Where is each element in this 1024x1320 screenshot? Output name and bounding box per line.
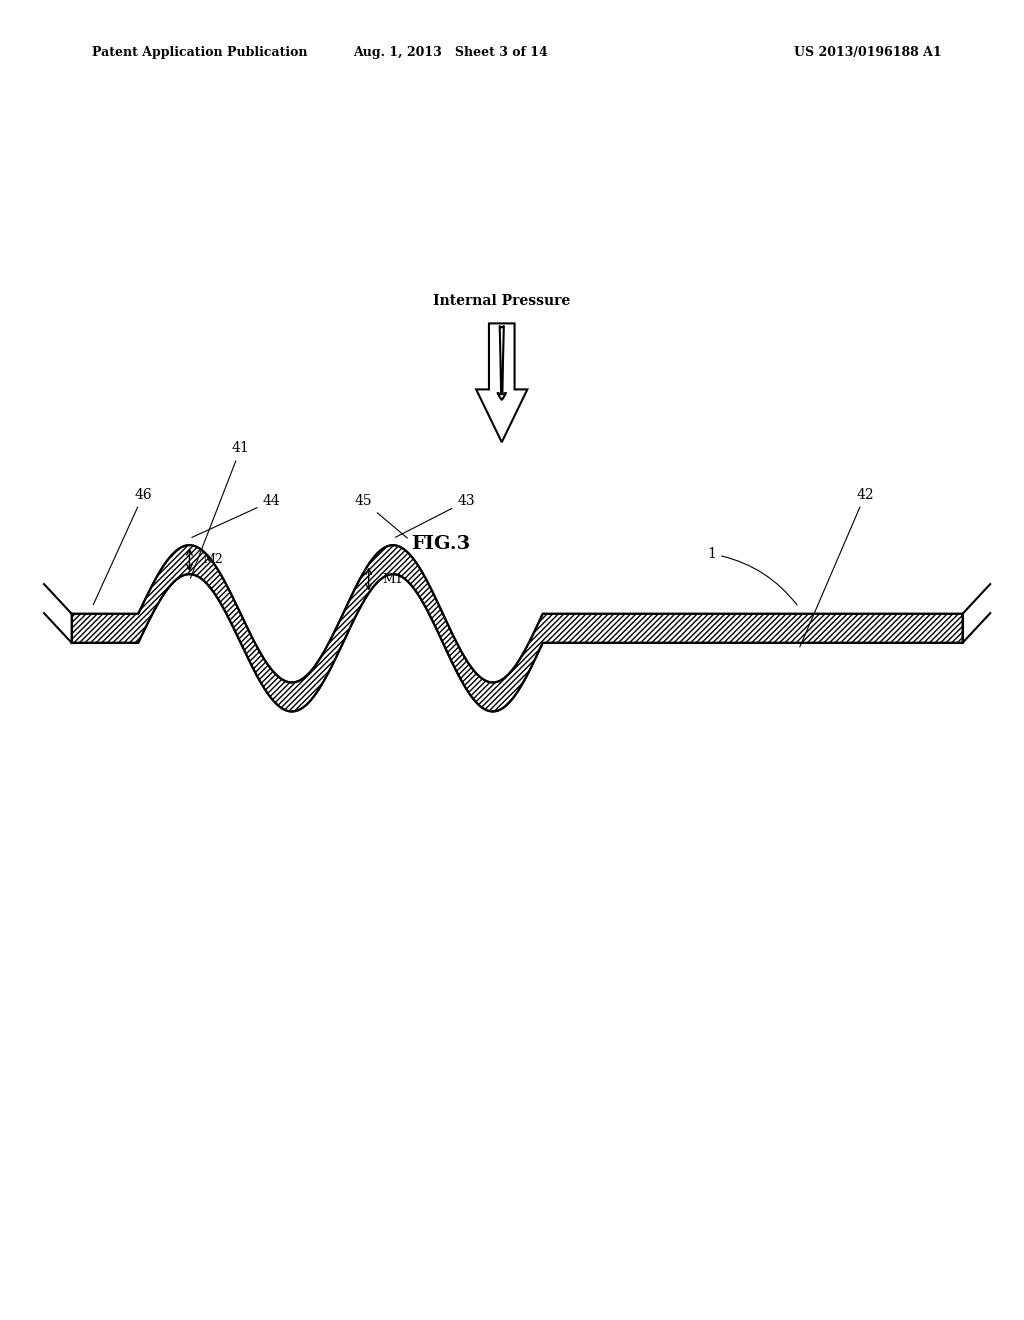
Polygon shape xyxy=(476,323,527,442)
Text: 42: 42 xyxy=(800,487,874,647)
Text: Internal Pressure: Internal Pressure xyxy=(433,293,570,308)
Text: 43: 43 xyxy=(395,494,475,537)
Polygon shape xyxy=(72,545,963,711)
Text: 1: 1 xyxy=(708,546,797,605)
Text: FIG.3: FIG.3 xyxy=(411,535,470,553)
Text: Aug. 1, 2013   Sheet 3 of 14: Aug. 1, 2013 Sheet 3 of 14 xyxy=(353,46,548,59)
Text: Patent Application Publication: Patent Application Publication xyxy=(92,46,307,59)
Text: 41: 41 xyxy=(190,441,250,578)
Text: M1: M1 xyxy=(382,573,402,586)
Text: 45: 45 xyxy=(354,494,408,539)
Text: M2: M2 xyxy=(203,553,223,566)
Text: US 2013/0196188 A1: US 2013/0196188 A1 xyxy=(795,46,942,59)
Text: 44: 44 xyxy=(191,494,281,537)
Text: 46: 46 xyxy=(93,487,153,605)
